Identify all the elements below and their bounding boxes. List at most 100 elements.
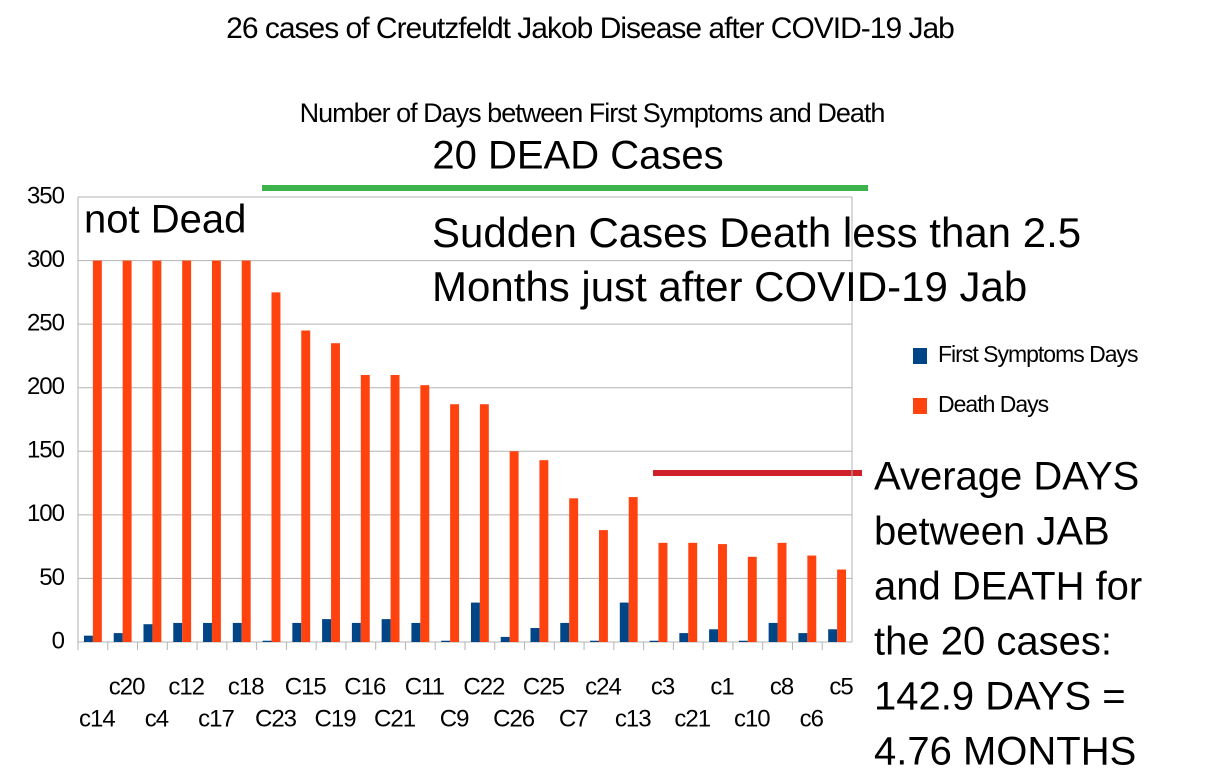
y-tick-label: 250 xyxy=(27,309,65,336)
bar xyxy=(798,633,808,642)
x-tick-label: c1 xyxy=(710,673,734,700)
bar xyxy=(271,292,281,642)
bar xyxy=(331,343,340,642)
bar xyxy=(262,640,272,642)
annotation: Months just after COVID-19 Jab xyxy=(432,263,1027,310)
annotation: not Dead xyxy=(84,198,246,242)
legend-label: Death Days xyxy=(938,391,1049,417)
bar xyxy=(837,569,847,642)
x-tick-label: c5 xyxy=(829,673,853,700)
x-tick-label: C25 xyxy=(523,673,565,700)
x-tick-label: c3 xyxy=(651,673,675,700)
x-tick-label: C7 xyxy=(559,705,588,732)
y-tick-label: 150 xyxy=(27,437,65,464)
bar xyxy=(688,542,698,642)
bar xyxy=(569,498,579,642)
bar xyxy=(351,622,361,642)
x-tick-label: c17 xyxy=(198,705,234,732)
x-tick-label: C15 xyxy=(285,673,327,700)
bar xyxy=(113,633,123,642)
x-tick-label: c24 xyxy=(585,673,621,700)
x-tick-label: C23 xyxy=(255,705,297,732)
bar xyxy=(360,375,370,642)
bar xyxy=(658,542,668,642)
bar xyxy=(747,556,757,642)
bar xyxy=(530,628,540,642)
bar xyxy=(828,629,838,642)
x-tick-label: c14 xyxy=(79,705,115,732)
bar xyxy=(292,622,302,642)
bar xyxy=(679,633,689,642)
legend-swatch xyxy=(913,348,927,364)
annotation: 142.9 DAYS = xyxy=(874,675,1126,719)
bar xyxy=(203,622,212,642)
annotation: 20 DEAD Cases xyxy=(432,134,723,178)
y-tick-label: 50 xyxy=(39,564,64,591)
x-tick-label: c6 xyxy=(800,705,824,732)
x-tick-label: C26 xyxy=(493,705,535,732)
bar xyxy=(301,330,311,642)
bar xyxy=(322,619,332,642)
annotation: the 20 cases: xyxy=(874,620,1112,664)
bar xyxy=(479,404,489,642)
x-tick-label: c12 xyxy=(168,673,204,700)
bar xyxy=(122,260,132,642)
bar xyxy=(143,624,153,642)
bar xyxy=(768,622,778,642)
bar xyxy=(173,622,183,642)
x-tick-label: C16 xyxy=(344,673,386,700)
x-tick-label: c18 xyxy=(228,673,264,700)
x-tick-label: C22 xyxy=(463,673,505,700)
x-tick-label: c10 xyxy=(734,705,770,732)
x-tick-label: c13 xyxy=(615,705,651,732)
bar xyxy=(500,636,510,642)
bar xyxy=(539,460,549,642)
bar xyxy=(738,640,748,642)
x-tick-label: C9 xyxy=(440,705,469,732)
bar xyxy=(441,640,451,642)
bar xyxy=(450,404,460,642)
bar xyxy=(152,260,162,642)
bar xyxy=(92,260,102,642)
bar xyxy=(381,619,391,642)
bar xyxy=(628,497,638,642)
bar xyxy=(420,385,430,642)
bar xyxy=(649,640,659,642)
bar xyxy=(590,640,599,642)
bar xyxy=(807,555,817,642)
annotation: between JAB xyxy=(874,510,1110,554)
legend-swatch xyxy=(913,398,927,414)
bar xyxy=(411,622,421,642)
bar xyxy=(709,629,719,642)
annotation: Sudden Cases Death less than 2.5 xyxy=(432,209,1081,256)
y-tick-label: 0 xyxy=(52,627,65,654)
bar xyxy=(241,260,251,642)
annotation: 4.76 MONTHS xyxy=(874,730,1136,774)
bar xyxy=(83,635,93,642)
chart-subtitle: Number of Days between First Symptoms an… xyxy=(300,98,885,128)
bar xyxy=(182,260,192,642)
bar xyxy=(390,375,400,642)
y-tick-label: 100 xyxy=(27,500,65,527)
x-tick-label: C19 xyxy=(315,705,357,732)
x-tick-label: C21 xyxy=(374,705,416,732)
bar xyxy=(718,544,727,642)
y-tick-label: 350 xyxy=(27,182,65,209)
bar xyxy=(619,602,629,642)
x-tick-label: c8 xyxy=(770,673,794,700)
bar xyxy=(598,530,608,642)
y-tick-label: 300 xyxy=(27,246,65,273)
x-tick-label: c21 xyxy=(674,705,710,732)
annotation: Average DAYS xyxy=(874,455,1139,499)
x-tick-label: c4 xyxy=(145,705,169,732)
annotation: and DEATH for xyxy=(874,565,1142,609)
x-tick-label: c20 xyxy=(109,673,145,700)
legend-label: First Symptoms Days xyxy=(938,341,1138,367)
bar xyxy=(509,451,519,642)
bar xyxy=(232,622,242,642)
bar xyxy=(470,602,480,642)
x-tick-label: C11 xyxy=(405,673,445,700)
bar xyxy=(211,260,221,642)
bar xyxy=(560,622,570,642)
